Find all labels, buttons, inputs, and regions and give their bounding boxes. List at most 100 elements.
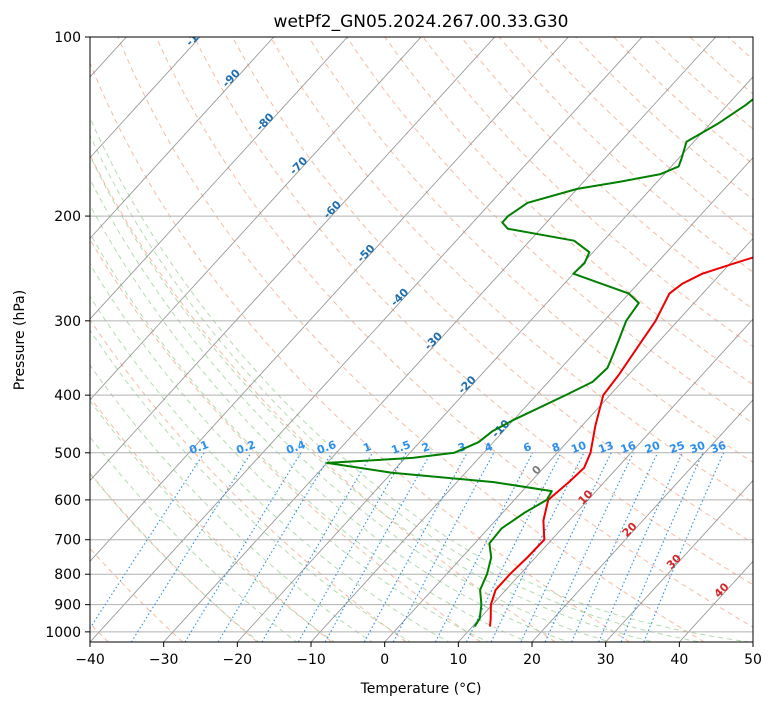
plot-frame <box>89 36 754 643</box>
moist-adiabat <box>90 116 753 642</box>
y-tick-label: 500 <box>54 446 81 462</box>
isotherm-line <box>90 37 348 320</box>
temperature-profile <box>489 256 753 627</box>
isotherm-line <box>605 479 753 642</box>
dry-adiabat <box>575 37 753 201</box>
surface-isotherm-label: 10 <box>576 487 596 507</box>
moist-adiabat <box>90 436 298 642</box>
mixing-ratio-label: 20 <box>643 439 662 457</box>
dry-adiabat <box>90 153 556 642</box>
mixing-ratio-label: 8 <box>550 440 562 455</box>
y-tick-label: 800 <box>54 567 81 583</box>
mixing-ratio-label: 10 <box>569 439 588 457</box>
mixing-ratio-line <box>324 452 432 642</box>
moist-adiabat <box>90 329 412 642</box>
mixing-ratio-line <box>184 452 302 642</box>
isotherm-label: -20 <box>456 373 479 396</box>
y-tick-label: 900 <box>54 598 81 614</box>
isotherm-label: -70 <box>287 154 310 177</box>
mixing-ratio-line <box>434 452 534 642</box>
isotherm-line <box>90 37 201 159</box>
moist-adiabat <box>90 154 657 642</box>
x-tick-label: 40 <box>670 652 688 668</box>
mixing-ratio-line <box>544 452 634 642</box>
x-tick-label: −40 <box>75 652 105 668</box>
x-tick-label: 50 <box>744 652 762 668</box>
mixing-ratio-line <box>643 452 725 642</box>
y-tick-label: 300 <box>54 314 81 330</box>
x-tick-label: 10 <box>449 652 467 668</box>
moist-adiabat <box>90 232 530 642</box>
dry-adiabat <box>117 37 705 642</box>
x-tick-label: −30 <box>149 652 179 668</box>
dry-adiabat <box>613 37 753 165</box>
moist-adiabat <box>90 295 451 642</box>
mixing-ratio-label: 0.6 <box>315 438 338 457</box>
moist-adiabat <box>90 134 703 642</box>
mixing-ratio-label: 2 <box>420 440 432 455</box>
y-tick-label: 400 <box>54 388 81 404</box>
mixing-ratio-line <box>130 452 252 642</box>
mixing-ratio-label: 13 <box>597 439 616 456</box>
mixing-ratio-label: 0.1 <box>188 438 211 457</box>
mixing-ratio-label: 16 <box>619 439 638 457</box>
dry-adiabat <box>155 37 753 628</box>
isotherm-label: -50 <box>354 242 377 265</box>
moist-adiabat <box>90 364 374 642</box>
moist-adiabat <box>90 472 260 642</box>
dry-adiabat <box>308 37 753 463</box>
dry-adiabat <box>422 37 753 348</box>
isotherm-label: -90 <box>220 66 243 89</box>
mixing-ratio-line <box>261 452 373 642</box>
isotherm-label: -100 <box>183 20 212 49</box>
moist-adiabat <box>90 204 570 642</box>
mixing-ratio-line <box>363 452 468 642</box>
dry-adiabat <box>651 37 753 130</box>
isotherm-line <box>531 399 753 642</box>
mixing-ratio-line <box>620 452 704 642</box>
isotherm-line <box>90 37 275 240</box>
plot-area: 0.1 0.2 0.4 0.6 1 1.5 2 3 4 6 8 10 13 16 20 25 30 36-100-… <box>90 20 775 642</box>
y-tick-label: 200 <box>54 209 81 225</box>
isotherm-line <box>752 641 753 642</box>
dry-adiabat <box>689 37 753 95</box>
mixing-ratio-label: 4 <box>483 440 495 455</box>
isotherm-line <box>90 37 422 401</box>
dry-adiabat <box>270 37 753 503</box>
dry-adiabat <box>384 37 753 386</box>
mixing-ratio-label: 25 <box>668 439 687 456</box>
x-axis-label: Temperature (°C) <box>360 681 482 697</box>
mixing-ratio-label: 0.2 <box>234 438 257 457</box>
isotherm-line <box>90 37 496 482</box>
chart-title: wetPf2_GN05.2024.267.00.33.G30 <box>274 12 569 32</box>
isotherm-line <box>310 156 753 642</box>
mixing-ratio-label: 0.4 <box>284 438 307 457</box>
mixing-ratio-line <box>90 452 205 630</box>
mixing-ratio-label: 1 <box>361 440 373 455</box>
x-tick-label: −10 <box>296 652 326 668</box>
axes: −40 −30 −20 −10 0 10 20 30 40 5010020030040050060… <box>45 30 762 668</box>
isotherm-line <box>90 37 643 642</box>
isotherm-label: -80 <box>253 110 276 133</box>
mixing-ratio-label: 3 <box>456 440 468 455</box>
mixing-ratio-line <box>571 452 659 642</box>
dry-adiabat <box>537 37 753 237</box>
x-tick-label: −20 <box>223 652 253 668</box>
mixing-ratio-label: 30 <box>688 439 707 457</box>
isotherm-line <box>163 37 717 642</box>
isotherm-label: -40 <box>388 285 411 308</box>
dry-adiabat <box>90 238 481 642</box>
isotherm-label: -10 <box>489 417 512 440</box>
moist-adiabat <box>90 399 336 642</box>
x-tick-label: 20 <box>523 652 541 668</box>
isotherm-line <box>679 560 753 642</box>
isotherm-label: -30 <box>422 329 445 352</box>
y-tick-label: 700 <box>54 533 81 549</box>
y-tick-label: 100 <box>54 30 81 46</box>
mixing-ratio-line <box>598 452 683 642</box>
y-tick-label: 600 <box>54 493 81 509</box>
surface-isotherm-label: 20 <box>620 519 640 539</box>
moist-adiabat <box>90 263 490 642</box>
mixing-ratio-label: 36 <box>709 439 728 457</box>
dry-adiabat <box>766 37 775 642</box>
